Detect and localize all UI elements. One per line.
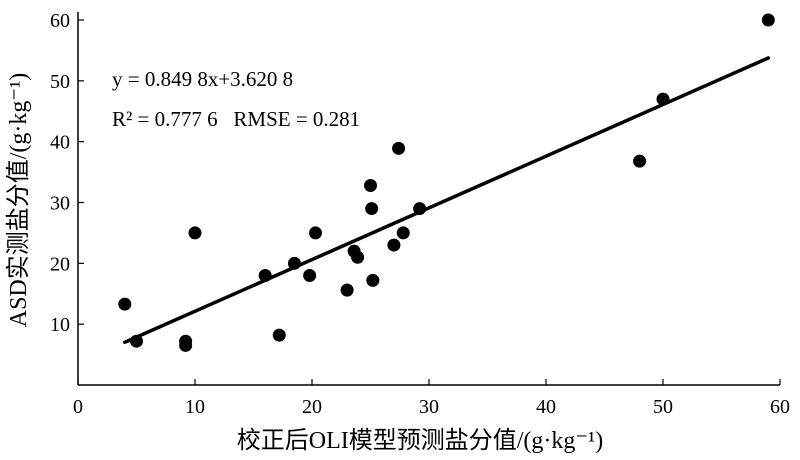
equation-annotation: y = 0.849 8x+3.620 8 <box>112 67 293 91</box>
x-tick-label: 40 <box>536 396 556 418</box>
data-point <box>413 202 427 216</box>
y-tick-label: 10 <box>50 314 70 336</box>
data-point <box>351 250 365 264</box>
data-point <box>287 256 301 270</box>
y-tick-label: 20 <box>50 253 70 275</box>
y-axis-title: ASD实测盐分值/(g·kg⁻¹) <box>5 73 32 328</box>
data-point <box>309 226 323 240</box>
y-axis-ticks: 10 20 30 40 50 60 <box>50 10 84 336</box>
x-tick-label: 0 <box>73 396 83 418</box>
x-tick-label: 30 <box>419 396 439 418</box>
data-point <box>179 334 193 348</box>
data-point <box>365 202 379 216</box>
y-tick-label: 60 <box>50 10 70 32</box>
data-point <box>364 178 377 192</box>
x-tick-label: 50 <box>653 396 673 418</box>
data-point <box>387 238 401 252</box>
data-point <box>340 283 354 297</box>
data-point <box>396 226 410 240</box>
data-point <box>761 13 775 27</box>
x-tick-label: 10 <box>185 396 205 418</box>
data-point <box>118 297 132 311</box>
x-axis-title: 校正后OLI模型预测盐分值/(g·kg⁻¹) <box>237 427 604 454</box>
y-tick-label: 40 <box>50 132 70 154</box>
data-point <box>130 334 143 348</box>
data-point <box>392 141 406 155</box>
stats-annotation: R² = 0.777 6 RMSE = 0.281 <box>112 107 360 131</box>
data-points <box>118 13 775 352</box>
x-tick-label: 20 <box>302 396 322 418</box>
data-point <box>258 269 272 282</box>
regression-line <box>123 56 771 345</box>
data-point <box>366 273 380 287</box>
y-tick-label: 30 <box>50 193 70 215</box>
y-tick-label: 50 <box>50 71 70 93</box>
data-point <box>303 269 317 282</box>
data-point <box>656 92 670 106</box>
data-point <box>188 226 202 240</box>
data-point <box>272 328 286 342</box>
x-tick-label: 60 <box>770 396 790 418</box>
data-point <box>633 154 647 168</box>
x-axis-ticks: 0 10 20 30 40 50 60 <box>73 379 790 418</box>
